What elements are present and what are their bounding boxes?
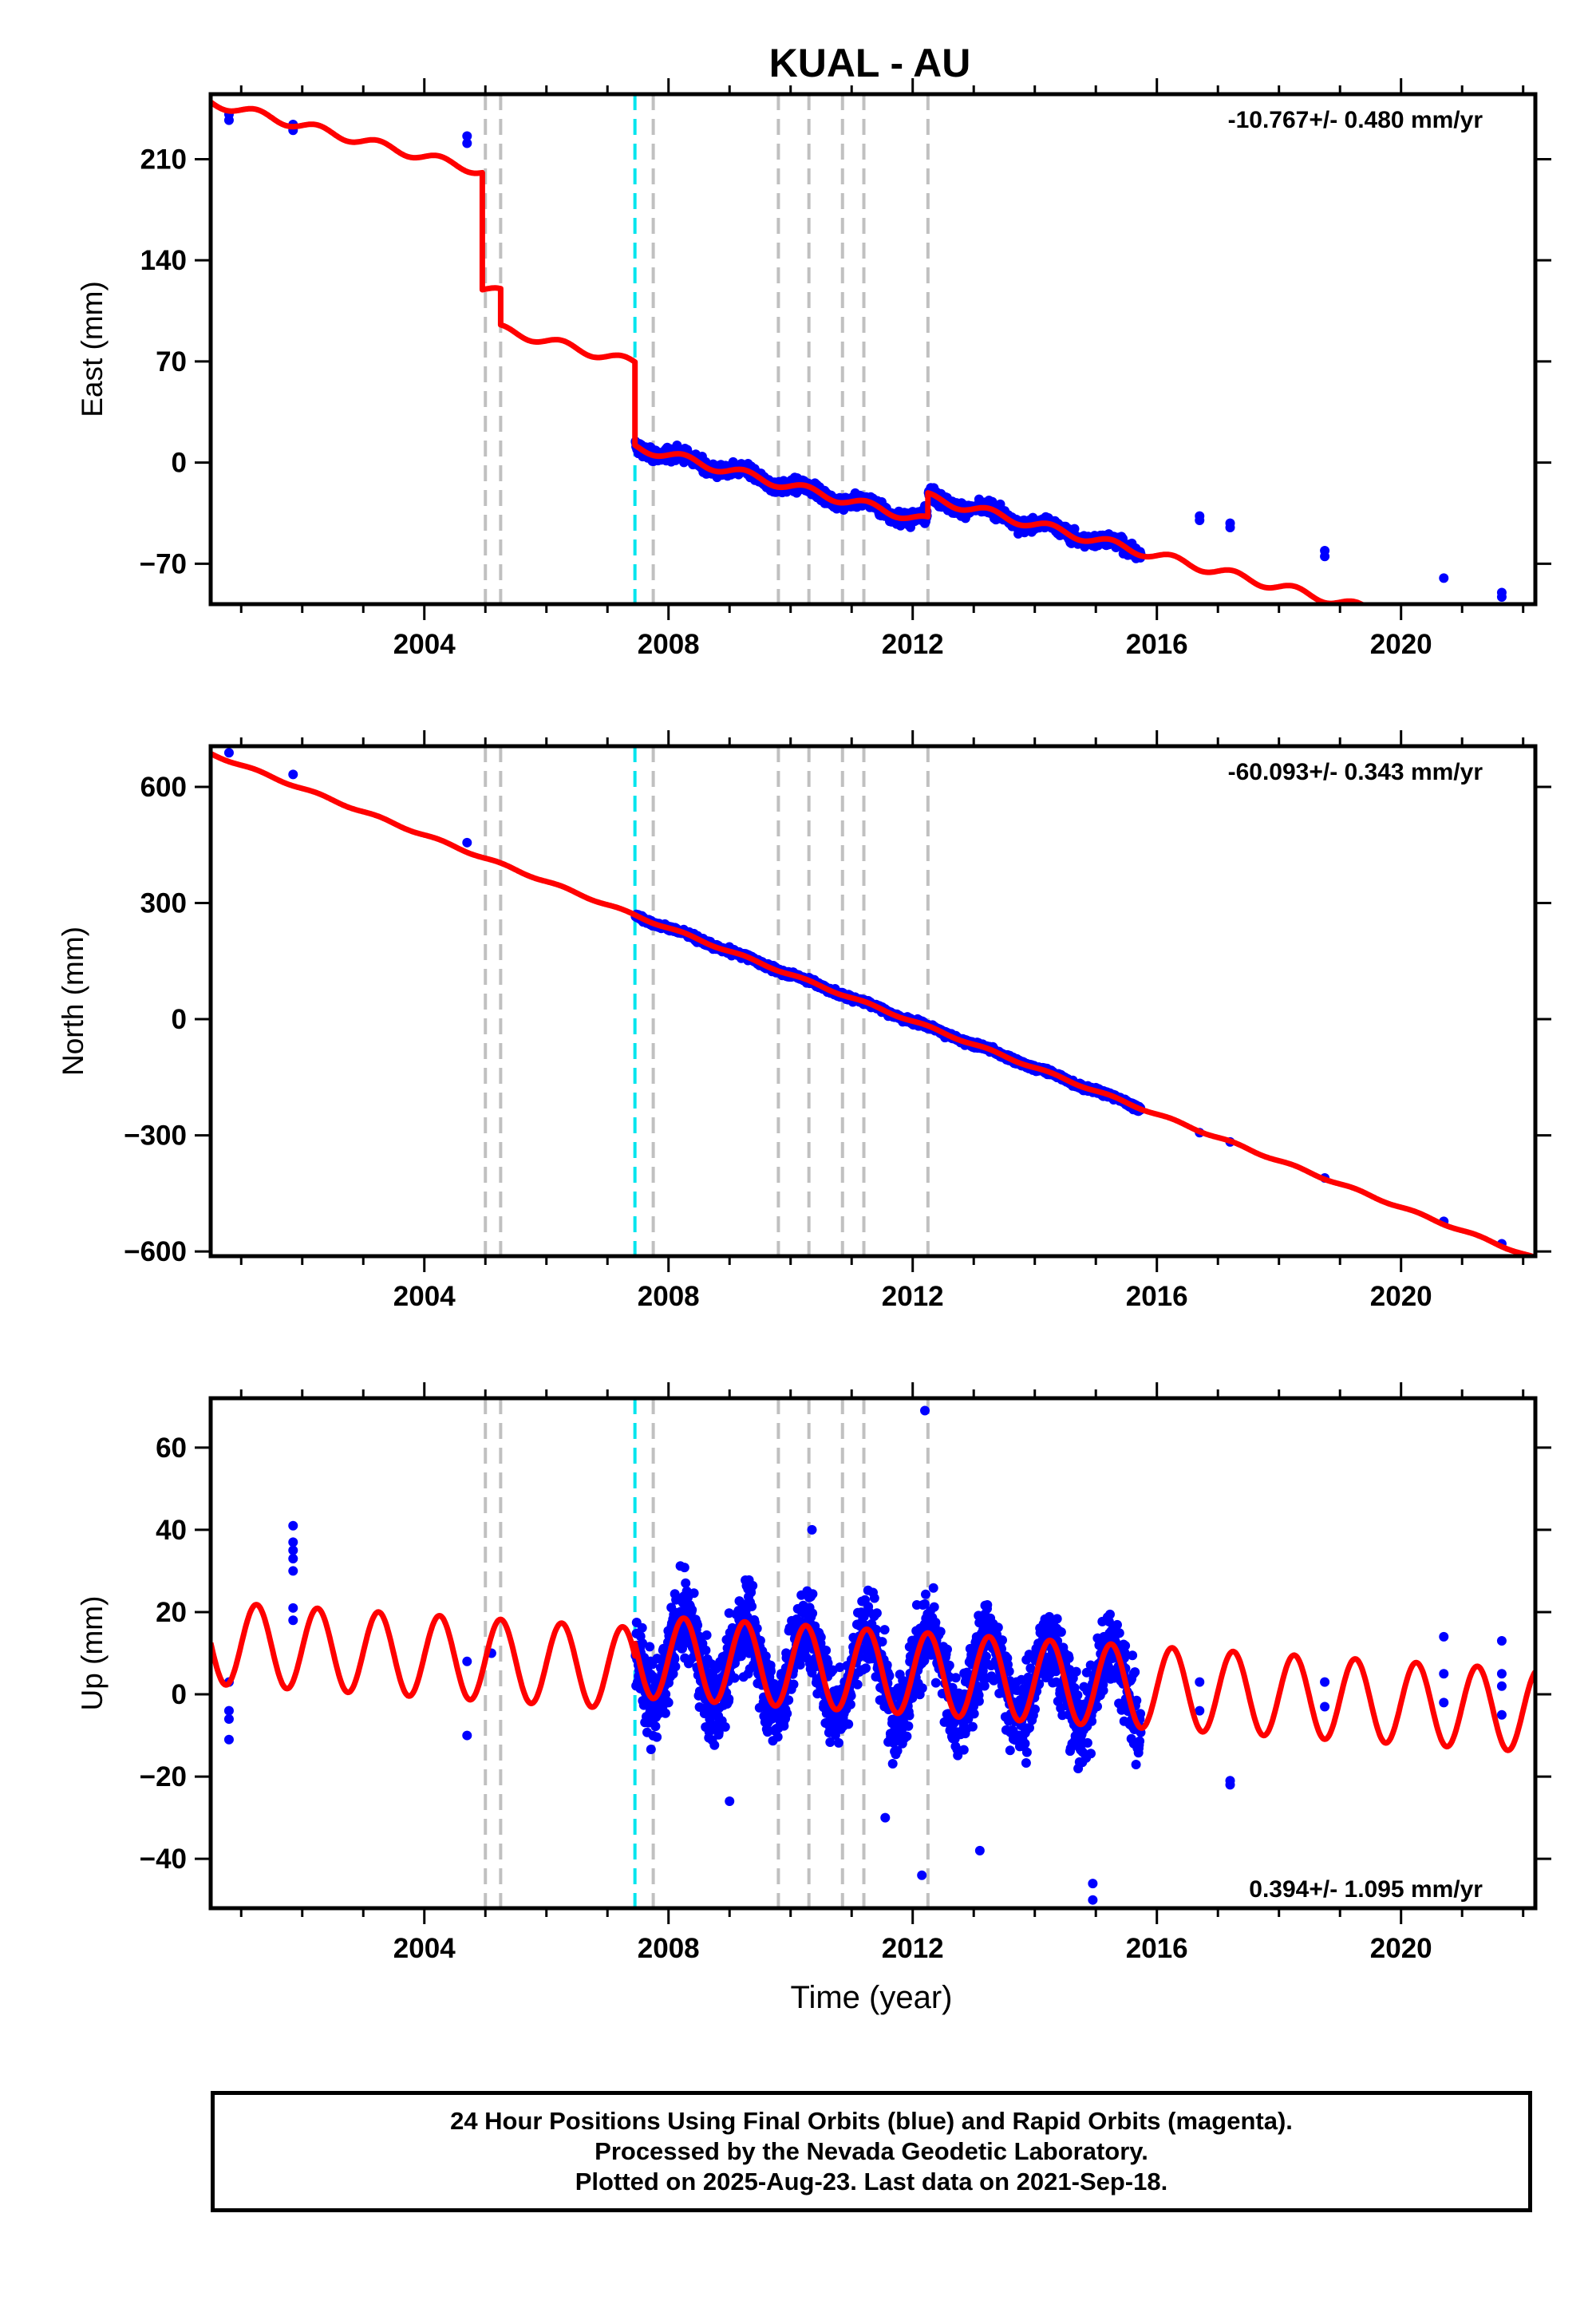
data-point (1225, 523, 1235, 533)
data-point (921, 1589, 930, 1599)
data-point (852, 1679, 863, 1690)
rate-annotation: -10.767+/- 0.480 mm/yr (1228, 107, 1483, 133)
data-point (663, 1697, 674, 1708)
data-point (687, 1605, 697, 1615)
data-point (869, 1593, 879, 1603)
figure-title: KUAL - AU (769, 41, 971, 85)
data-point (223, 748, 234, 758)
data-point (928, 1583, 938, 1593)
data-point (904, 1710, 915, 1721)
data-point (701, 1645, 711, 1655)
data-point (902, 1731, 912, 1741)
data-point (660, 1708, 670, 1718)
data-point (877, 1637, 887, 1647)
data-point (1320, 551, 1330, 562)
data-point (766, 1666, 776, 1677)
data-point (935, 1626, 946, 1637)
plot-area (211, 94, 1507, 604)
x-tick-label: 2016 (1126, 1281, 1188, 1312)
x-tick-label: 2004 (393, 629, 456, 660)
model-curve (211, 751, 1535, 1256)
data-point (462, 837, 472, 848)
data-point (288, 769, 298, 780)
data-point (887, 1759, 898, 1769)
data-point (929, 1602, 939, 1612)
y-tick-label: −600 (124, 1236, 187, 1267)
y-tick-label: 0 (172, 448, 187, 479)
data-point (930, 1618, 941, 1627)
data-point (646, 1745, 656, 1754)
data-point (956, 498, 966, 508)
data-point (942, 1644, 952, 1654)
east-panel: 2004 2008 2012 2016 2020 −70 0 70 140 210 East (mm… (76, 78, 1551, 660)
data-point (670, 1662, 681, 1672)
data-point (1439, 573, 1449, 583)
x-tick-label: 2012 (882, 629, 944, 660)
data-point (821, 1646, 832, 1655)
data-point (782, 1709, 792, 1719)
plot-area (211, 1398, 1535, 1908)
y-tick-label: 210 (140, 144, 187, 175)
data-point (879, 1625, 890, 1635)
data-point (845, 1699, 855, 1709)
data-point (720, 1721, 730, 1732)
y-tick-label: 0 (172, 1004, 187, 1035)
data-point (652, 1732, 662, 1742)
data-point (816, 1632, 826, 1642)
data-point (724, 1694, 734, 1704)
data-point (693, 1620, 703, 1630)
y-tick-label: 70 (156, 346, 187, 377)
data-point (747, 1601, 757, 1611)
data-point (709, 1740, 720, 1750)
data-point (788, 1679, 799, 1690)
plot-frame (208, 92, 1538, 607)
data-point (903, 1721, 914, 1731)
y-axis-label: North (mm) (57, 927, 89, 1076)
data-point (462, 138, 472, 148)
data-point (645, 1642, 655, 1652)
data-point (223, 115, 234, 125)
plot-area (211, 746, 1535, 1256)
data-point (1195, 516, 1205, 526)
data-point (808, 1589, 818, 1599)
data-point (808, 1608, 818, 1618)
model-curve (211, 100, 1367, 604)
data-point (679, 1563, 689, 1573)
data-point (650, 1721, 661, 1732)
data-point (748, 1580, 758, 1591)
x-tick-label: 2016 (1126, 629, 1188, 660)
data-point (944, 1660, 954, 1670)
x-tick-label: 2004 (393, 1281, 456, 1312)
data-point (1069, 524, 1080, 534)
data-point (861, 1663, 871, 1674)
y-axis-label: East (mm) (76, 281, 109, 417)
data-point (772, 1732, 783, 1742)
data-point (462, 131, 472, 141)
rate-annotation: -60.093+/- 0.343 mm/yr (1228, 759, 1483, 785)
x-tick-label: 2020 (1370, 629, 1432, 660)
x-tick-label: 2008 (638, 629, 700, 660)
data-point (701, 1630, 712, 1640)
y-tick-label: 300 (140, 888, 187, 919)
x-tick-label: 2008 (638, 1281, 700, 1312)
y-tick-label: −70 (140, 548, 187, 579)
data-point (1496, 591, 1507, 602)
y-tick-label: −300 (124, 1120, 187, 1152)
data-point (784, 1695, 794, 1705)
y-tick-label: 140 (140, 245, 187, 276)
data-point (871, 1608, 882, 1618)
data-point (637, 1622, 647, 1633)
x-tick-label: 2012 (882, 1281, 944, 1312)
data-point (843, 1719, 854, 1729)
data-point (689, 1588, 699, 1599)
data-point (834, 1737, 843, 1748)
data-point (729, 1673, 740, 1683)
data-point (917, 1683, 927, 1694)
data-point (930, 1678, 941, 1688)
y-tick-label: 600 (140, 772, 187, 803)
x-tick-label: 2020 (1370, 1281, 1432, 1312)
north-panel: 2004 2008 2012 2016 2020 −600 −300 0 300 600 North… (57, 730, 1551, 1312)
